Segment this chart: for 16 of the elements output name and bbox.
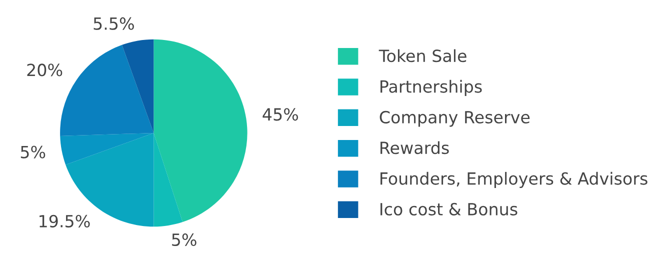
pie-slice	[60, 133, 154, 165]
data-label: 5%	[172, 233, 196, 246]
legend-label: Founders, Employers & Advisors	[380, 172, 648, 188]
legend-label: Token Sale	[378, 49, 466, 62]
legend-label: Company Reserve	[380, 110, 530, 127]
legend-label: Partnerships	[380, 80, 482, 96]
pie-slice	[154, 133, 183, 227]
data-label: 19.5%	[40, 214, 90, 228]
pie-slice	[122, 39, 154, 133]
pie-slice	[154, 39, 248, 222]
data-label: 20%	[27, 64, 62, 76]
data-label: 5.5%	[94, 17, 134, 30]
legend-label: Ico cost & Bonus	[380, 202, 518, 216]
legend-label: Rewards	[380, 141, 449, 154]
data-label: 45%	[262, 108, 298, 121]
data-label: 5%	[20, 146, 46, 158]
